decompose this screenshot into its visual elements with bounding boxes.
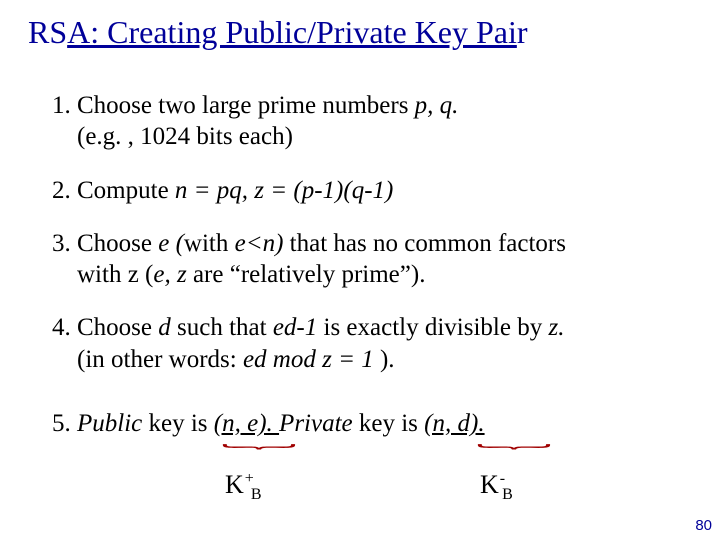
step5-g: (n, d). — [424, 410, 484, 437]
brace-private-icon: ︸ — [476, 438, 552, 468]
slide: RSA: Creating Public/Private Key Pair 1.… — [0, 0, 720, 540]
step4-g: (in other words: — [77, 346, 243, 373]
step3-b: e ( — [158, 230, 184, 257]
step3-e: that has no common factors — [290, 230, 566, 257]
step-3: 3. Choose e (with e<n) that has no commo… — [52, 228, 682, 291]
step5-b: Public — [77, 410, 142, 437]
step4-f: z. — [548, 314, 564, 341]
step4-e: is exactly divisible by — [324, 314, 549, 341]
title-underlined: A: Creating Public/Private Key Pai — [67, 14, 517, 50]
step3-h: are “relatively prime”). — [187, 261, 426, 288]
step3-d: e<n) — [235, 230, 290, 257]
public-key-label: K+B — [225, 470, 263, 500]
private-key-label: K-B — [480, 470, 515, 500]
step4-a: 4. Choose — [52, 314, 158, 341]
kpriv-base: K — [480, 470, 499, 499]
kpub-sup: + — [245, 470, 254, 487]
step4-d: ed-1 — [273, 314, 324, 341]
step-1: 1. Choose two large prime numbers p, q. … — [52, 90, 682, 153]
step2-formula: n = pq, z = (p-1)(q-1) — [175, 177, 393, 204]
step5-e: Private — [279, 410, 353, 437]
step4-b: d — [158, 314, 171, 341]
step-4: 4. Choose d such that ed-1 is exactly di… — [52, 312, 682, 375]
title-prefix: RS — [28, 14, 67, 50]
step3-g: e, z — [153, 261, 186, 288]
brace-public-icon: ︸ — [221, 438, 297, 468]
step4-i: ). — [374, 346, 395, 373]
step-2: 2. Compute n = pq, z = (p-1)(q-1) — [52, 175, 682, 206]
step-5: 5. Public key is (n, e). Private key is … — [52, 410, 692, 438]
step1-text: 1. Choose two large prime numbers — [52, 92, 415, 119]
step3-a: 3. Choose — [52, 230, 158, 257]
step5-f: key is — [353, 410, 425, 437]
step5-d: (n, e). — [214, 410, 279, 437]
kpub-base: K — [225, 470, 244, 499]
kpriv-sup: - — [500, 470, 505, 487]
title-suffix: r — [517, 14, 528, 50]
step3-f: with z ( — [77, 261, 153, 288]
step1-note: (e.g. , 1024 bits each) — [77, 123, 293, 150]
step5-a: 5. — [52, 410, 77, 437]
step1-vars: p, q. — [415, 92, 459, 119]
page-number: 80 — [695, 517, 712, 534]
step2-text: 2. Compute — [52, 177, 175, 204]
step4-h: ed mod z = 1 — [243, 346, 374, 373]
kpub-sub: B — [251, 486, 262, 503]
slide-body: 1. Choose two large prime numbers p, q. … — [52, 90, 682, 397]
step4-c: such that — [171, 314, 273, 341]
step5-c: key is — [142, 410, 214, 437]
step3-c: with — [184, 230, 235, 257]
slide-title: RSA: Creating Public/Private Key Pair — [28, 14, 528, 51]
kpriv-sub: B — [502, 486, 513, 503]
